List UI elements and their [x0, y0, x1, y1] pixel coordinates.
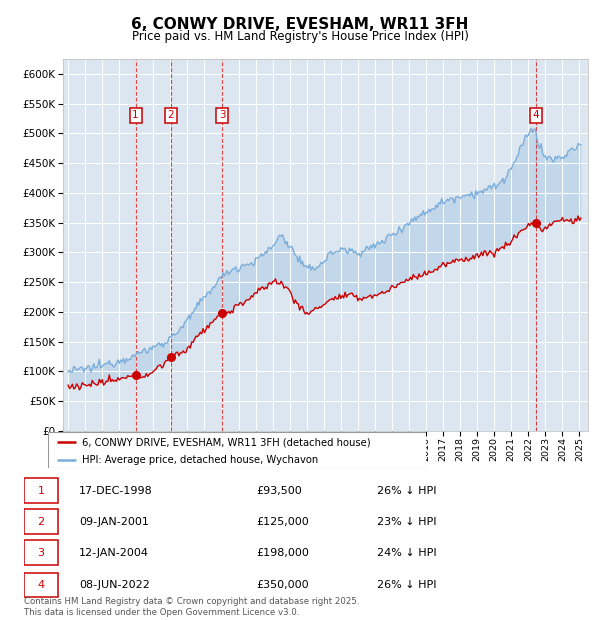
- Text: HPI: Average price, detached house, Wychavon: HPI: Average price, detached house, Wych…: [82, 455, 318, 465]
- Text: £198,000: £198,000: [256, 547, 309, 558]
- Text: £125,000: £125,000: [256, 516, 308, 527]
- Text: 4: 4: [533, 110, 539, 120]
- Text: 09-JAN-2001: 09-JAN-2001: [79, 516, 149, 527]
- Text: 3: 3: [38, 547, 44, 558]
- Text: 26% ↓ HPI: 26% ↓ HPI: [377, 580, 437, 590]
- Text: 3: 3: [219, 110, 226, 120]
- Text: 23% ↓ HPI: 23% ↓ HPI: [377, 516, 437, 527]
- Text: 24% ↓ HPI: 24% ↓ HPI: [377, 547, 437, 558]
- Text: £93,500: £93,500: [256, 485, 302, 496]
- Text: Price paid vs. HM Land Registry's House Price Index (HPI): Price paid vs. HM Land Registry's House …: [131, 30, 469, 43]
- FancyBboxPatch shape: [24, 510, 58, 534]
- FancyBboxPatch shape: [24, 573, 58, 597]
- Text: £350,000: £350,000: [256, 580, 308, 590]
- Text: 1: 1: [38, 485, 44, 496]
- Text: 08-JUN-2022: 08-JUN-2022: [79, 580, 150, 590]
- Text: Contains HM Land Registry data © Crown copyright and database right 2025.
This d: Contains HM Land Registry data © Crown c…: [24, 598, 359, 617]
- Text: 17-DEC-1998: 17-DEC-1998: [79, 485, 153, 496]
- Text: 6, CONWY DRIVE, EVESHAM, WR11 3FH: 6, CONWY DRIVE, EVESHAM, WR11 3FH: [131, 17, 469, 32]
- Text: 1: 1: [133, 110, 139, 120]
- Text: 6, CONWY DRIVE, EVESHAM, WR11 3FH (detached house): 6, CONWY DRIVE, EVESHAM, WR11 3FH (detac…: [82, 437, 371, 447]
- Text: 2: 2: [38, 516, 44, 527]
- Text: 26% ↓ HPI: 26% ↓ HPI: [377, 485, 437, 496]
- FancyBboxPatch shape: [24, 479, 58, 503]
- FancyBboxPatch shape: [24, 541, 58, 565]
- Text: 4: 4: [38, 580, 44, 590]
- Text: 12-JAN-2004: 12-JAN-2004: [79, 547, 149, 558]
- Text: 2: 2: [167, 110, 174, 120]
